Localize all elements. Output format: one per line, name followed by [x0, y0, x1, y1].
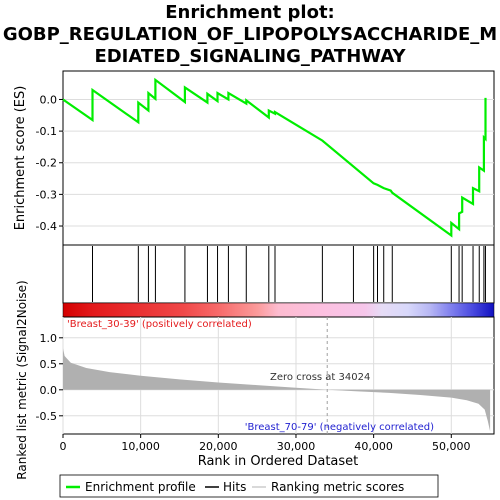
x-axis-label: Rank in Ordered Dataset [198, 454, 359, 469]
es-y-tick-label: -0.4 [36, 220, 57, 233]
es-panel-frame [62, 70, 495, 246]
es-y-tick-label: -0.2 [36, 157, 57, 170]
zero-cross-label: Zero cross at 34024 [270, 372, 370, 383]
metric-y-tick-label: 0.0 [40, 384, 58, 397]
es-y-tick-label: -0.3 [36, 188, 57, 201]
es-y-ticks: 0.0 -0.1 -0.2 -0.3 -0.4 [36, 93, 63, 233]
es-y-axis-label: Enrichment score (ES) [13, 86, 28, 231]
enrichment-profile-line [62, 77, 487, 238]
negative-correlation-label: 'Breast_70-79' (negatively correlated) [245, 422, 434, 433]
metric-y-axis-label: Ranked list metric (Signal2Noise) [15, 280, 29, 479]
metric-x-ticks: 0 10,000 20,000 30,000 40,000 50,000 [60, 434, 471, 453]
positive-correlation-label: 'Breast_30-39' (positively correlated) [67, 319, 252, 330]
metric-y-tick-label: 1.0 [40, 332, 58, 345]
ranking-metric-area [63, 348, 491, 432]
x-tick-label: 0 [60, 440, 67, 453]
x-tick-label: 10,000 [121, 440, 160, 453]
legend-metric-label: Ranking metric scores [271, 480, 404, 494]
x-tick-label: 20,000 [199, 440, 238, 453]
x-tick-label: 40,000 [354, 440, 393, 453]
metric-y-tick-label: 0.5 [40, 358, 58, 371]
metric-y-tick-label: -0.5 [36, 410, 57, 423]
legend-hits-label: Hits [223, 480, 246, 494]
legend-enrichment-label: Enrichment profile [85, 480, 196, 494]
legend-box [59, 474, 439, 498]
x-tick-label: 50,000 [432, 440, 471, 453]
es-gridlines [63, 98, 494, 227]
title-line-2: GOBP_REGULATION_OF_LIPOPOLYSACCHARIDE_M [3, 24, 497, 45]
title-line-1: Enrichment plot: [165, 2, 335, 23]
hits-panel-frame [62, 244, 495, 304]
es-y-tick-label: -0.1 [36, 125, 57, 138]
rank-color-band [62, 302, 495, 318]
x-tick-label: 30,000 [277, 440, 316, 453]
title-line-3: EDIATED_SIGNALING_PATHWAY [94, 46, 406, 67]
metric-y-ticks: 1.0 0.5 0.0 -0.5 [36, 332, 63, 423]
es-y-tick-label: 0.0 [40, 93, 58, 106]
hits-marks [92, 246, 486, 302]
